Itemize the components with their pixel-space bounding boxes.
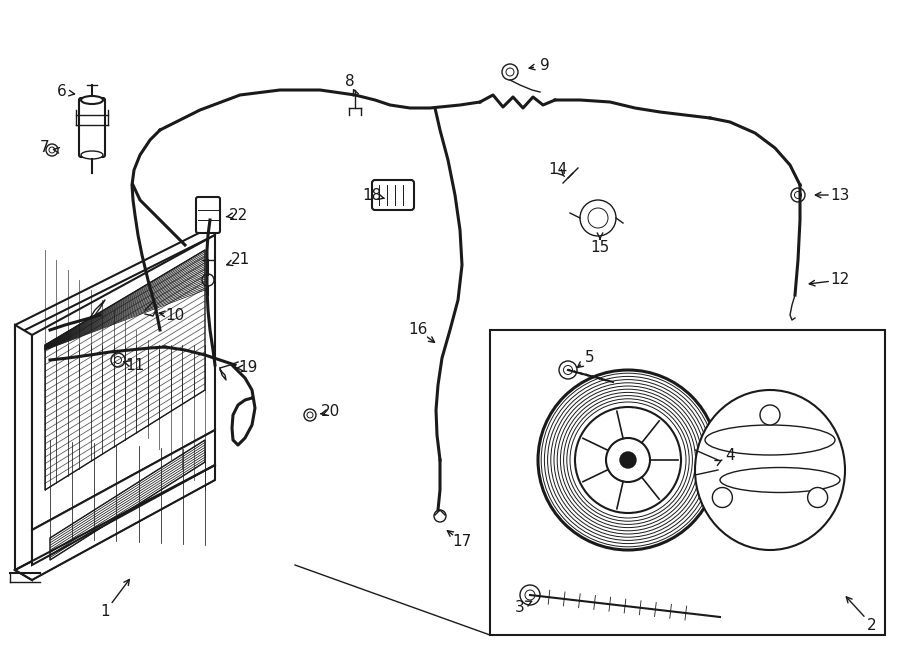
Polygon shape (32, 430, 215, 565)
Polygon shape (15, 325, 32, 580)
Text: 22: 22 (229, 208, 248, 223)
Polygon shape (15, 465, 215, 580)
Text: 2: 2 (868, 617, 877, 633)
Circle shape (606, 438, 650, 482)
Text: 9: 9 (540, 58, 550, 73)
Text: 12: 12 (831, 272, 850, 288)
Text: 3: 3 (515, 600, 525, 615)
Circle shape (807, 488, 828, 508)
Text: 14: 14 (548, 163, 568, 178)
Text: 5: 5 (585, 350, 595, 366)
Text: 4: 4 (725, 449, 734, 463)
Circle shape (760, 405, 780, 425)
Ellipse shape (81, 96, 103, 104)
Text: 21: 21 (230, 253, 249, 268)
FancyBboxPatch shape (79, 98, 105, 157)
FancyBboxPatch shape (372, 180, 414, 210)
Text: 20: 20 (320, 405, 339, 420)
Text: 18: 18 (363, 188, 382, 202)
Text: 11: 11 (125, 358, 145, 373)
FancyBboxPatch shape (196, 197, 220, 233)
Circle shape (575, 407, 681, 513)
Circle shape (538, 370, 718, 550)
Polygon shape (32, 235, 215, 530)
Circle shape (559, 361, 577, 379)
Text: 17: 17 (453, 535, 472, 549)
Text: 19: 19 (238, 360, 257, 375)
Text: 15: 15 (590, 241, 609, 256)
Text: 13: 13 (831, 188, 850, 202)
Ellipse shape (81, 151, 103, 159)
Circle shape (520, 585, 540, 605)
Ellipse shape (695, 390, 845, 550)
Text: 10: 10 (166, 307, 184, 323)
Text: 7: 7 (40, 141, 50, 155)
Polygon shape (15, 225, 215, 335)
Text: 16: 16 (409, 323, 428, 338)
Text: 1: 1 (100, 605, 110, 619)
Text: 6: 6 (57, 85, 67, 100)
Bar (490, 330, 885, 635)
Circle shape (713, 488, 733, 508)
Text: 8: 8 (346, 75, 355, 89)
Circle shape (620, 452, 636, 468)
